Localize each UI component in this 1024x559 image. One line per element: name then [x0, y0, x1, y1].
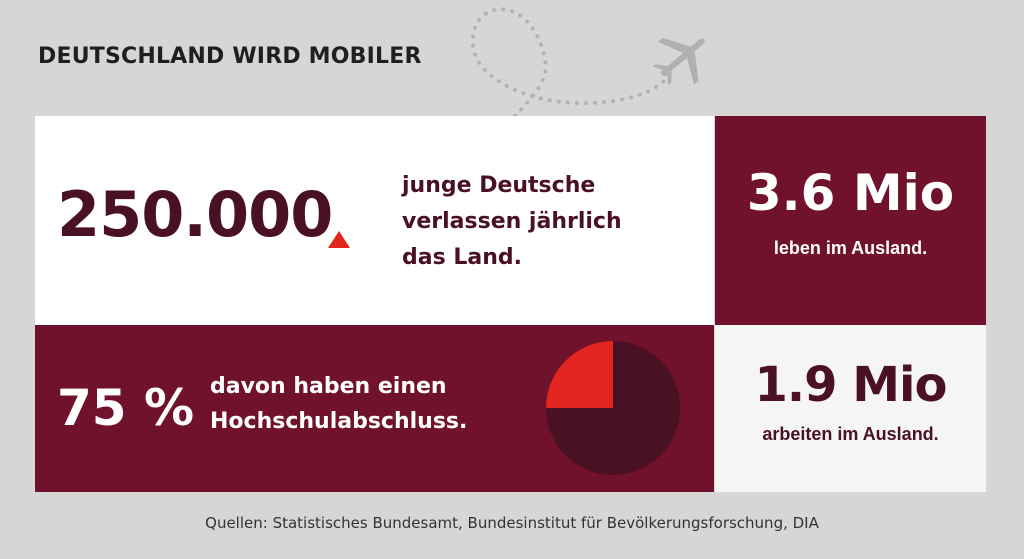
degree-share-panel: 75 % davon haben einen Hochschulabschlus…	[35, 325, 714, 492]
triangle-up-icon	[328, 231, 350, 248]
source-note: Quellen: Statistisches Bundesamt, Bundes…	[205, 514, 819, 532]
abroad-working-value: 1.9 Mio	[754, 357, 948, 413]
pie-slice-highlighted	[546, 341, 613, 408]
emigration-description: junge Deutsche verlassen jährlich das La…	[402, 173, 622, 270]
abroad-living-panel: 3.6 Mio leben im Ausland.	[715, 116, 986, 325]
emigration-value: 250.000	[57, 178, 333, 251]
abroad-working-label: arbeiten im Ausland.	[762, 424, 939, 444]
pie-chart	[546, 341, 680, 475]
page-title: DEUTSCHLAND WIRD MOBILER	[38, 44, 422, 69]
abroad-living-value: 3.6 Mio	[746, 164, 955, 222]
degree-share-description: davon haben einen Hochschulabschluss.	[210, 374, 468, 434]
emigration-panel: 250.000 junge Deutsche verlassen jährlic…	[35, 116, 714, 325]
degree-share-value: 75 %	[57, 379, 195, 437]
abroad-living-label: leben im Ausland.	[773, 238, 928, 258]
airplane-icon	[470, 7, 705, 116]
abroad-working-panel: 1.9 Mio arbeiten im Ausland.	[715, 325, 986, 492]
